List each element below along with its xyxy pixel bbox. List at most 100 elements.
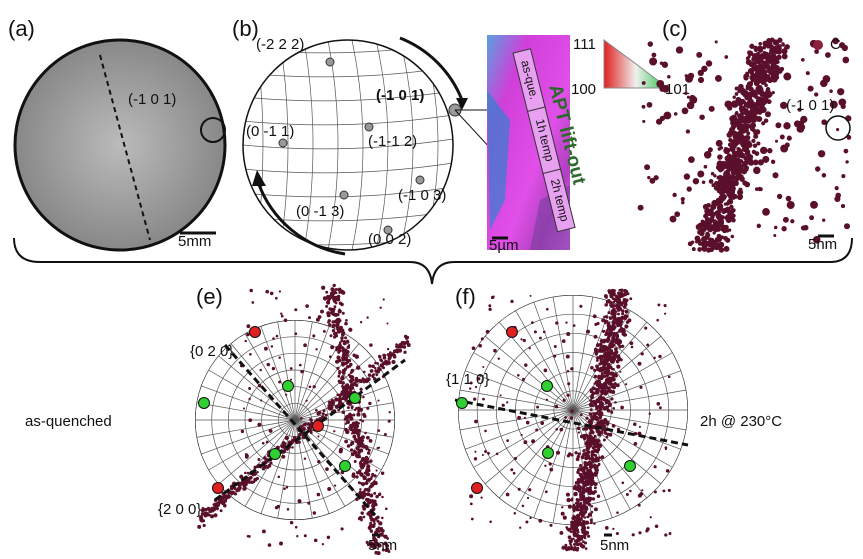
atom [350, 383, 354, 387]
atom [716, 237, 721, 242]
atom [331, 399, 335, 403]
atom [287, 508, 290, 511]
atom [646, 343, 649, 346]
atom [577, 452, 580, 455]
atom [243, 487, 247, 491]
atom [619, 318, 622, 321]
atom [638, 531, 641, 534]
grid-line [243, 235, 453, 245]
atom [664, 533, 667, 536]
atom [825, 52, 831, 58]
atom [739, 105, 745, 111]
atom [524, 363, 528, 367]
atom [706, 60, 712, 66]
atom [596, 398, 599, 401]
atom [698, 77, 704, 83]
atom [616, 334, 619, 337]
atom [670, 216, 677, 223]
atom [704, 165, 708, 169]
atom [482, 398, 485, 401]
atom [584, 442, 588, 446]
atom [570, 530, 573, 533]
atom [474, 420, 478, 424]
atom [367, 451, 370, 454]
atom [203, 524, 206, 527]
atom [801, 225, 806, 230]
atom [771, 63, 777, 69]
atom [600, 398, 603, 401]
atom [629, 490, 632, 493]
atom [620, 289, 623, 292]
atom [487, 452, 490, 455]
atom [589, 427, 592, 430]
atom [617, 295, 620, 298]
atom [642, 81, 646, 85]
condition-label: as-quenched [25, 413, 112, 430]
atom [566, 332, 570, 336]
atom [252, 481, 255, 484]
atom [577, 455, 580, 458]
atom [655, 525, 659, 529]
pole-marker [213, 483, 224, 494]
atom [298, 433, 301, 436]
atom [618, 307, 622, 311]
atom [722, 190, 726, 194]
atom [342, 363, 345, 366]
atom [650, 516, 652, 518]
atom [528, 488, 531, 491]
atom [362, 413, 366, 417]
atom [597, 495, 600, 498]
atom [584, 482, 586, 484]
atom [609, 325, 613, 329]
atom [307, 502, 310, 505]
atom [352, 414, 355, 417]
atom [247, 472, 250, 475]
atom [765, 76, 770, 81]
atom [732, 133, 738, 139]
atom [754, 74, 758, 78]
atom [315, 348, 317, 350]
atom [597, 412, 600, 415]
grid-line [424, 40, 438, 250]
atom [313, 385, 316, 388]
atom [726, 217, 732, 223]
atom [711, 172, 715, 176]
atom [764, 52, 770, 58]
pole-marker [250, 327, 261, 338]
atom [571, 524, 574, 527]
atom [751, 89, 755, 93]
atom [710, 242, 714, 246]
atom [602, 425, 606, 429]
atom [715, 40, 718, 43]
atom [719, 195, 724, 200]
atom [281, 315, 284, 318]
atom [488, 308, 491, 311]
atom [333, 430, 335, 432]
atom [400, 345, 403, 348]
atom [336, 298, 340, 302]
atom [359, 490, 362, 493]
atom [706, 208, 710, 212]
atom [587, 515, 590, 518]
atom [500, 394, 502, 396]
panel-label: (b) [232, 16, 259, 41]
atom [344, 322, 348, 326]
atom [269, 461, 272, 464]
atom [592, 438, 595, 441]
atom [407, 343, 411, 347]
atom [623, 332, 625, 334]
grid-line [256, 40, 263, 250]
atom [616, 332, 618, 334]
atom [351, 369, 355, 373]
atom [590, 521, 593, 524]
grid-line [243, 163, 453, 173]
atom [339, 448, 343, 452]
atom [605, 401, 608, 404]
atom [737, 189, 743, 195]
atom [208, 509, 212, 513]
atom [627, 292, 630, 295]
atom [737, 121, 741, 125]
pole-label: (-2 2 2) [256, 36, 304, 53]
atom [331, 288, 334, 291]
atom [583, 449, 586, 452]
